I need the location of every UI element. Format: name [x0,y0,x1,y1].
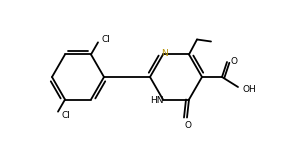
Text: N: N [161,49,167,58]
Text: O: O [185,121,192,130]
Text: OH: OH [242,84,256,93]
Text: Cl: Cl [62,111,70,120]
Text: Cl: Cl [102,35,110,44]
Text: HN: HN [150,96,164,105]
Text: O: O [230,57,237,66]
